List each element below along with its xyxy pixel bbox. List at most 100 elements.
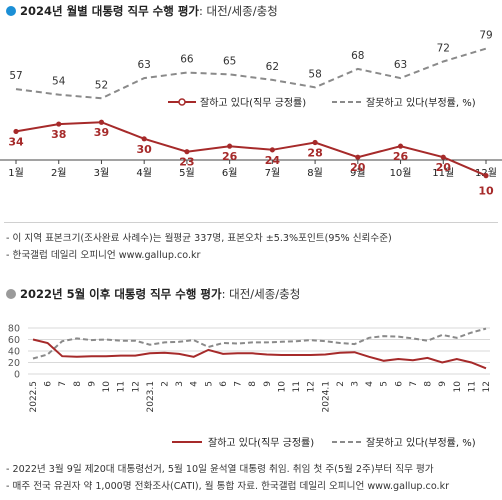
positive-data-label: 10: [478, 185, 494, 198]
x-tick-label: 5: [204, 381, 214, 387]
negative-data-label: 65: [223, 55, 236, 67]
negative-data-label: 58: [308, 68, 321, 80]
negative-data-label: 57: [9, 70, 22, 82]
x-tick-label: 2024.1: [321, 381, 331, 413]
x-tick-label: 12: [307, 381, 317, 392]
x-tick-label: 12월: [475, 167, 497, 179]
negative-data-label: 72: [437, 43, 450, 55]
x-tick-label: 6월: [222, 167, 238, 179]
y-tick-label: 40: [8, 347, 20, 358]
y-tick-label: 0: [14, 370, 20, 381]
negative-data-label: 54: [52, 76, 66, 88]
election-note: - 2022년 3월 9일 제20대 대통령선거, 5월 10일 윤석열 대통령…: [6, 464, 434, 475]
x-tick-label: 4: [365, 381, 375, 387]
x-tick-label: 10: [453, 381, 463, 393]
x-tick-label: 9월: [350, 167, 366, 179]
sample-size-note: - 이 지역 표본크기(조사완료 사례수)는 월평균 337명, 표본오차 ±5…: [6, 233, 392, 244]
x-tick-label: 10: [277, 381, 287, 393]
positive-data-point: [98, 119, 105, 125]
legend-positive-marker: [178, 98, 186, 106]
x-tick-label: 8월: [307, 167, 323, 179]
x-tick-label: 8: [248, 381, 258, 387]
positive-data-point: [269, 147, 275, 153]
x-tick-label: 9: [263, 381, 273, 387]
positive-data-label: 30: [137, 143, 153, 156]
source-note: - 한국갤럽 데일리 오피니언 www.gallup.co.kr: [6, 250, 201, 261]
positive-data-label: 20: [350, 161, 366, 174]
gray-bullet-icon: [6, 289, 16, 299]
x-tick-label: 5: [380, 381, 390, 387]
positive-data-point: [13, 128, 19, 135]
x-tick-label: 2월: [51, 167, 67, 179]
negative-data-label: 68: [351, 50, 364, 62]
positive-data-label: 26: [222, 150, 238, 163]
positive-data-point: [312, 139, 318, 146]
chart2-title-main: 2022년 5월 이후 대통령 직무 수행 평가: [20, 287, 222, 301]
x-tick-label: 6: [44, 381, 54, 387]
x-tick-label: 3월: [94, 167, 110, 179]
negative-data-label: 52: [95, 79, 108, 91]
x-tick-label: 9: [438, 381, 448, 387]
positive-data-point: [355, 154, 361, 160]
x-tick-label: 12: [131, 381, 141, 392]
negative-data-label: 62: [266, 61, 279, 73]
x-tick-label: 2: [336, 381, 346, 387]
chart1-title: 2024년 월별 대통령 직무 수행 평가: 대전/세종/충청: [6, 3, 278, 19]
x-tick-label: 4월: [136, 167, 152, 179]
positive-data-label: 23: [179, 156, 194, 169]
x-tick-label: 11: [292, 381, 302, 392]
positive-data-label: 34: [8, 135, 24, 148]
negative-data-label: 79: [479, 30, 492, 42]
x-tick-label: 6: [394, 381, 404, 387]
x-tick-label: 11: [467, 381, 477, 392]
positive-data-point: [440, 154, 446, 160]
legend-positive-label: 잘하고 있다(직무 긍정률): [208, 436, 314, 449]
x-tick-label: 6: [219, 381, 229, 387]
legend-negative-label: 잘못하고 있다(부정률, %): [366, 96, 476, 109]
chart1-title-region: : 대전/세종/충청: [198, 4, 278, 18]
x-tick-label: 11월: [432, 167, 454, 179]
positive-data-label: 38: [51, 128, 66, 141]
x-tick-label: 2022.5: [29, 381, 39, 413]
x-tick-label: 7: [409, 381, 419, 387]
y-tick-label: 20: [8, 358, 20, 369]
positive-data-point: [397, 143, 404, 149]
positive-trend-line: [32, 338, 487, 370]
legend-positive-label: 잘하고 있다(직무 긍정률): [200, 96, 306, 109]
y-tick-label: 60: [8, 335, 20, 346]
x-tick-label: 9: [87, 381, 97, 387]
positive-data-point: [141, 136, 147, 142]
x-tick-label: 8: [73, 381, 83, 387]
negative-data-label: 66: [180, 54, 194, 66]
positive-data-label: 28: [307, 146, 322, 159]
positive-data-point: [483, 173, 489, 179]
x-tick-label: 3: [175, 381, 185, 387]
positive-data-label: 39: [94, 126, 109, 139]
positive-data-point: [184, 149, 190, 155]
negative-data-label: 63: [394, 59, 407, 71]
positive-data-point: [56, 121, 62, 127]
positive-rate-line: [15, 121, 487, 177]
blue-bullet-icon: [6, 6, 16, 16]
method-note: - 매주 전국 유권자 약 1,000명 전화조사(CATI), 월 통합 자료…: [6, 481, 450, 492]
chart1-title-main: 2024년 월별 대통령 직무 수행 평가: [20, 4, 199, 18]
x-tick-label: 12: [482, 381, 492, 392]
x-tick-label: 8: [424, 381, 434, 387]
x-tick-label: 5월: [179, 167, 195, 179]
negative-data-label: 63: [137, 59, 150, 71]
divider: [4, 222, 498, 223]
x-tick-label: 10: [102, 381, 112, 393]
x-tick-label: 10월: [390, 167, 412, 179]
chart2-title: 2022년 5월 이후 대통령 직무 수행 평가: 대전/세종/충청: [6, 286, 300, 302]
x-tick-label: 1월: [8, 167, 24, 179]
x-tick-label: 7: [234, 381, 244, 387]
negative-rate-line: [15, 47, 487, 100]
x-tick-label: 7월: [265, 167, 281, 179]
x-tick-label: 4: [190, 381, 200, 387]
positive-data-point: [227, 143, 233, 149]
x-tick-label: 11: [117, 381, 127, 392]
monthly-approval-chart: 1월 2월 3월 4월 5월 6월 7월 8월 9월 10월 11월 12월 57 54 52 63 66 65 6…: [0, 30, 502, 198]
chart2-title-region: : 대전/세종/충청: [221, 287, 301, 301]
y-tick-label: 80: [8, 324, 20, 335]
